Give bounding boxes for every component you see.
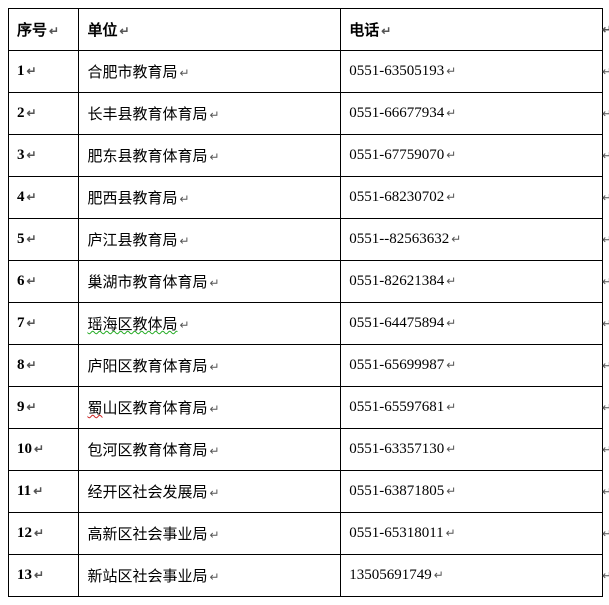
cell-seq: 7↵ — [9, 303, 79, 345]
cell-seq: 13↵ — [9, 555, 79, 597]
header-unit: 单位↵ — [79, 9, 341, 51]
cell-phone: 13505691749↵↵ — [341, 555, 603, 597]
table-row: 5↵庐江县教育局↵0551--82563632↵↵ — [9, 219, 603, 261]
cell-unit: 肥东县教育体育局↵ — [79, 135, 341, 177]
cell-phone: 0551-65318011↵↵ — [341, 513, 603, 555]
cell-unit: 庐江县教育局↵ — [79, 219, 341, 261]
table-row: 1↵合肥市教育局↵0551-63505193↵↵ — [9, 51, 603, 93]
cell-phone: 0551-64475894↵↵ — [341, 303, 603, 345]
cell-phone: 0551-82621384↵↵ — [341, 261, 603, 303]
cell-unit: 新站区社会事业局↵ — [79, 555, 341, 597]
cell-unit: 巢湖市教育体育局↵ — [79, 261, 341, 303]
row-end-marker: ↵ — [602, 22, 609, 37]
cell-phone: 0551-63357130↵↵ — [341, 429, 603, 471]
contact-table: 序号↵ 单位↵ 电话↵↵ 1↵合肥市教育局↵0551-63505193↵↵2↵长… — [8, 8, 603, 597]
table-row: 2↵长丰县教育体育局↵0551-66677934↵↵ — [9, 93, 603, 135]
cell-seq: 2↵ — [9, 93, 79, 135]
cell-unit: 瑶海区教体局↵ — [79, 303, 341, 345]
cell-seq: 6↵ — [9, 261, 79, 303]
cell-seq: 12↵ — [9, 513, 79, 555]
cell-unit: 合肥市教育局↵ — [79, 51, 341, 93]
cell-unit: 高新区社会事业局↵ — [79, 513, 341, 555]
cell-phone: 0551-67759070↵↵ — [341, 135, 603, 177]
cell-unit: 肥西县教育局↵ — [79, 177, 341, 219]
table-row: 12↵高新区社会事业局↵0551-65318011↵↵ — [9, 513, 603, 555]
cell-seq: 3↵ — [9, 135, 79, 177]
table-row: 8↵庐阳区教育体育局↵0551-65699987↵↵ — [9, 345, 603, 387]
table-row: 9↵蜀山区教育体育局↵0551-65597681↵↵ — [9, 387, 603, 429]
cell-unit: 长丰县教育体育局↵ — [79, 93, 341, 135]
table-body: 1↵合肥市教育局↵0551-63505193↵↵2↵长丰县教育体育局↵0551-… — [9, 51, 603, 597]
cell-seq: 9↵ — [9, 387, 79, 429]
table-row: 10↵包河区教育体育局↵0551-63357130↵↵ — [9, 429, 603, 471]
table-row: 11↵经开区社会发展局↵0551-63871805↵↵ — [9, 471, 603, 513]
header-seq: 序号↵ — [9, 9, 79, 51]
table-header-row: 序号↵ 单位↵ 电话↵↵ — [9, 9, 603, 51]
table-row: 7↵瑶海区教体局↵0551-64475894↵↵ — [9, 303, 603, 345]
cell-seq: 11↵ — [9, 471, 79, 513]
cell-seq: 4↵ — [9, 177, 79, 219]
cell-seq: 5↵ — [9, 219, 79, 261]
cell-unit: 蜀山区教育体育局↵ — [79, 387, 341, 429]
cell-phone: 0551-66677934↵↵ — [341, 93, 603, 135]
cell-phone: 0551-63871805↵↵ — [341, 471, 603, 513]
cell-phone: 0551--82563632↵↵ — [341, 219, 603, 261]
table-row: 3↵肥东县教育体育局↵0551-67759070↵↵ — [9, 135, 603, 177]
cell-unit: 经开区社会发展局↵ — [79, 471, 341, 513]
cell-phone: 0551-68230702↵↵ — [341, 177, 603, 219]
header-phone: 电话↵↵ — [341, 9, 603, 51]
table-row: 6↵巢湖市教育体育局↵0551-82621384↵↵ — [9, 261, 603, 303]
cell-phone: 0551-65597681↵↵ — [341, 387, 603, 429]
cell-seq: 1↵ — [9, 51, 79, 93]
cell-seq: 10↵ — [9, 429, 79, 471]
table-row: 13↵新站区社会事业局↵13505691749↵↵ — [9, 555, 603, 597]
cell-unit: 庐阳区教育体育局↵ — [79, 345, 341, 387]
cell-unit: 包河区教育体育局↵ — [79, 429, 341, 471]
para-marker: ↵ — [381, 24, 391, 38]
cell-phone: 0551-63505193↵↵ — [341, 51, 603, 93]
cell-seq: 8↵ — [9, 345, 79, 387]
table-row: 4↵肥西县教育局↵0551-68230702↵↵ — [9, 177, 603, 219]
para-marker: ↵ — [119, 24, 129, 38]
cell-phone: 0551-65699987↵↵ — [341, 345, 603, 387]
para-marker: ↵ — [49, 24, 59, 38]
